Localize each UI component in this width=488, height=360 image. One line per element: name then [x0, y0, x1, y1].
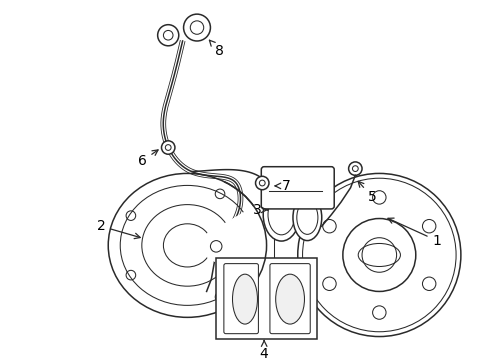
Wedge shape [187, 204, 268, 286]
Text: 1: 1 [387, 218, 441, 248]
FancyBboxPatch shape [261, 167, 333, 209]
Text: 4: 4 [259, 341, 268, 360]
Ellipse shape [163, 224, 211, 267]
FancyBboxPatch shape [224, 264, 258, 334]
Circle shape [183, 14, 210, 41]
Bar [216, 258, 316, 339]
Circle shape [157, 25, 179, 46]
Ellipse shape [292, 194, 321, 240]
Text: 7: 7 [275, 179, 290, 193]
Circle shape [161, 141, 175, 154]
Bar [244, 228, 273, 263]
Circle shape [210, 240, 222, 252]
Text: 3: 3 [253, 203, 267, 217]
Circle shape [255, 176, 268, 190]
FancyBboxPatch shape [269, 264, 309, 334]
Text: 6: 6 [138, 150, 158, 168]
Text: 5: 5 [357, 181, 376, 204]
Ellipse shape [275, 274, 304, 324]
Ellipse shape [108, 174, 266, 318]
Ellipse shape [263, 188, 299, 241]
Ellipse shape [232, 274, 257, 324]
Text: 2: 2 [97, 219, 140, 239]
Text: 8: 8 [209, 40, 223, 58]
